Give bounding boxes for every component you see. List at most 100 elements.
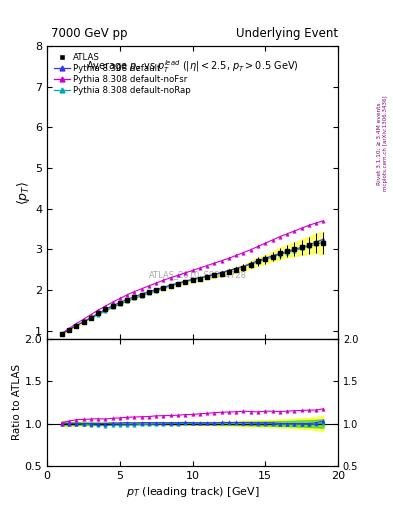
- Pythia 8.308 default-noRap: [96, 312, 101, 318]
- Pythia 8.308 default-noRap: [270, 254, 275, 260]
- Pythia 8.308 default-noRap: [277, 251, 282, 258]
- Pythia 8.308 default-noRap: [154, 288, 159, 294]
- Pythia 8.308 default-noRap: [212, 272, 217, 278]
- Pythia 8.308 default-noFsr: [147, 283, 151, 289]
- Pythia 8.308 default: [299, 244, 304, 250]
- Pythia 8.308 default-noRap: [292, 247, 297, 253]
- Pythia 8.308 default: [190, 276, 195, 283]
- Pythia 8.308 default-noRap: [183, 279, 188, 285]
- Pythia 8.308 default-noRap: [234, 266, 239, 272]
- Pythia 8.308 default: [234, 265, 239, 271]
- Pythia 8.308 default-noFsr: [59, 330, 64, 336]
- Pythia 8.308 default: [314, 239, 319, 245]
- Pythia 8.308 default-noFsr: [256, 243, 261, 249]
- Pythia 8.308 default-noFsr: [205, 263, 209, 269]
- Pythia 8.308 default-noRap: [263, 257, 268, 263]
- Text: Underlying Event: Underlying Event: [236, 27, 338, 40]
- Pythia 8.308 default-noRap: [118, 301, 122, 307]
- Pythia 8.308 default-noRap: [190, 276, 195, 283]
- Pythia 8.308 default-noFsr: [307, 222, 311, 228]
- Pythia 8.308 default: [256, 258, 261, 264]
- Pythia 8.308 default: [270, 253, 275, 259]
- Pythia 8.308 default-noRap: [299, 245, 304, 251]
- Text: Average $p_T$ vs $p_T^{lead}$ ($|\eta| < 2.5$, $p_T > 0.5$ GeV): Average $p_T$ vs $p_T^{lead}$ ($|\eta| <…: [86, 58, 299, 75]
- Pythia 8.308 default: [176, 280, 180, 286]
- Pythia 8.308 default-noFsr: [292, 228, 297, 234]
- Pythia 8.308 default-noFsr: [96, 307, 101, 313]
- Pythia 8.308 default: [59, 331, 64, 337]
- Pythia 8.308 default: [81, 318, 86, 325]
- Pythia 8.308 default-noRap: [161, 285, 166, 291]
- Pythia 8.308 default-noRap: [256, 259, 261, 265]
- Pythia 8.308 default-noFsr: [81, 316, 86, 322]
- Pythia 8.308 default: [161, 284, 166, 290]
- Text: Rivet 3.1.10; ≥ 3.4M events: Rivet 3.1.10; ≥ 3.4M events: [377, 102, 382, 185]
- Pythia 8.308 default-noRap: [285, 249, 290, 255]
- Pythia 8.308 default: [285, 248, 290, 254]
- Pythia 8.308 default-noRap: [321, 239, 326, 245]
- Pythia 8.308 default-noFsr: [285, 231, 290, 237]
- Pythia 8.308 default-noFsr: [103, 303, 108, 309]
- Pythia 8.308 default-noRap: [205, 273, 209, 280]
- Pythia 8.308 default: [212, 271, 217, 278]
- Pythia 8.308 default: [132, 294, 137, 300]
- Pythia 8.308 default: [263, 255, 268, 261]
- Pythia 8.308 default: [277, 250, 282, 257]
- Pythia 8.308 default-noFsr: [110, 299, 115, 305]
- Pythia 8.308 default: [125, 296, 130, 303]
- Pythia 8.308 default: [154, 286, 159, 292]
- Pythia 8.308 default: [88, 314, 93, 321]
- Pythia 8.308 default-noRap: [248, 261, 253, 267]
- Line: Pythia 8.308 default-noFsr: Pythia 8.308 default-noFsr: [60, 219, 325, 335]
- Pythia 8.308 default: [140, 291, 144, 297]
- Y-axis label: $\langle p_T \rangle$: $\langle p_T \rangle$: [15, 180, 32, 204]
- Pythia 8.308 default: [219, 269, 224, 275]
- Y-axis label: Ratio to ATLAS: Ratio to ATLAS: [12, 364, 22, 440]
- Pythia 8.308 default: [147, 288, 151, 294]
- Line: Pythia 8.308 default: Pythia 8.308 default: [60, 238, 325, 335]
- Pythia 8.308 default: [241, 263, 246, 269]
- Pythia 8.308 default-noFsr: [212, 260, 217, 266]
- Pythia 8.308 default: [227, 267, 231, 273]
- Pythia 8.308 default: [96, 310, 101, 316]
- Pythia 8.308 default-noRap: [103, 308, 108, 314]
- Pythia 8.308 default-noRap: [88, 315, 93, 322]
- Pythia 8.308 default: [67, 327, 72, 333]
- Pythia 8.308 default-noFsr: [241, 249, 246, 255]
- Pythia 8.308 default-noFsr: [88, 312, 93, 318]
- Pythia 8.308 default-noRap: [147, 290, 151, 296]
- Pythia 8.308 default: [292, 246, 297, 252]
- Pythia 8.308 default-noFsr: [248, 247, 253, 253]
- Pythia 8.308 default-noRap: [176, 281, 180, 287]
- Pythia 8.308 default-noFsr: [118, 295, 122, 302]
- Pythia 8.308 default-noRap: [140, 292, 144, 298]
- Pythia 8.308 default: [248, 261, 253, 267]
- Pythia 8.308 default-noRap: [169, 283, 173, 289]
- Pythia 8.308 default-noFsr: [176, 272, 180, 279]
- Pythia 8.308 default-noFsr: [154, 280, 159, 286]
- Pythia 8.308 default-noFsr: [132, 288, 137, 294]
- Pythia 8.308 default-noFsr: [140, 286, 144, 292]
- Pythia 8.308 default-noFsr: [277, 233, 282, 240]
- Pythia 8.308 default-noRap: [198, 275, 202, 281]
- Pythia 8.308 default-noRap: [219, 270, 224, 276]
- Pythia 8.308 default: [74, 323, 79, 329]
- Pythia 8.308 default-noRap: [67, 327, 72, 333]
- Pythia 8.308 default-noFsr: [190, 267, 195, 273]
- X-axis label: $p_T$ (leading track) [GeV]: $p_T$ (leading track) [GeV]: [126, 485, 259, 499]
- Pythia 8.308 default: [103, 306, 108, 312]
- Pythia 8.308 default-noFsr: [219, 258, 224, 264]
- Pythia 8.308 default-noFsr: [227, 255, 231, 261]
- Pythia 8.308 default-noFsr: [161, 277, 166, 283]
- Text: ATLAS_2010_S8894728: ATLAS_2010_S8894728: [149, 270, 247, 279]
- Pythia 8.308 default-noFsr: [321, 218, 326, 224]
- Pythia 8.308 default: [183, 278, 188, 284]
- Text: mcplots.cern.ch [arXiv:1306.3436]: mcplots.cern.ch [arXiv:1306.3436]: [383, 96, 387, 191]
- Pythia 8.308 default: [307, 242, 311, 248]
- Pythia 8.308 default-noRap: [81, 319, 86, 325]
- Pythia 8.308 default-noRap: [59, 331, 64, 337]
- Pythia 8.308 default-noFsr: [125, 292, 130, 298]
- Pythia 8.308 default-noFsr: [74, 321, 79, 327]
- Pythia 8.308 default-noFsr: [169, 274, 173, 281]
- Pythia 8.308 default: [205, 273, 209, 279]
